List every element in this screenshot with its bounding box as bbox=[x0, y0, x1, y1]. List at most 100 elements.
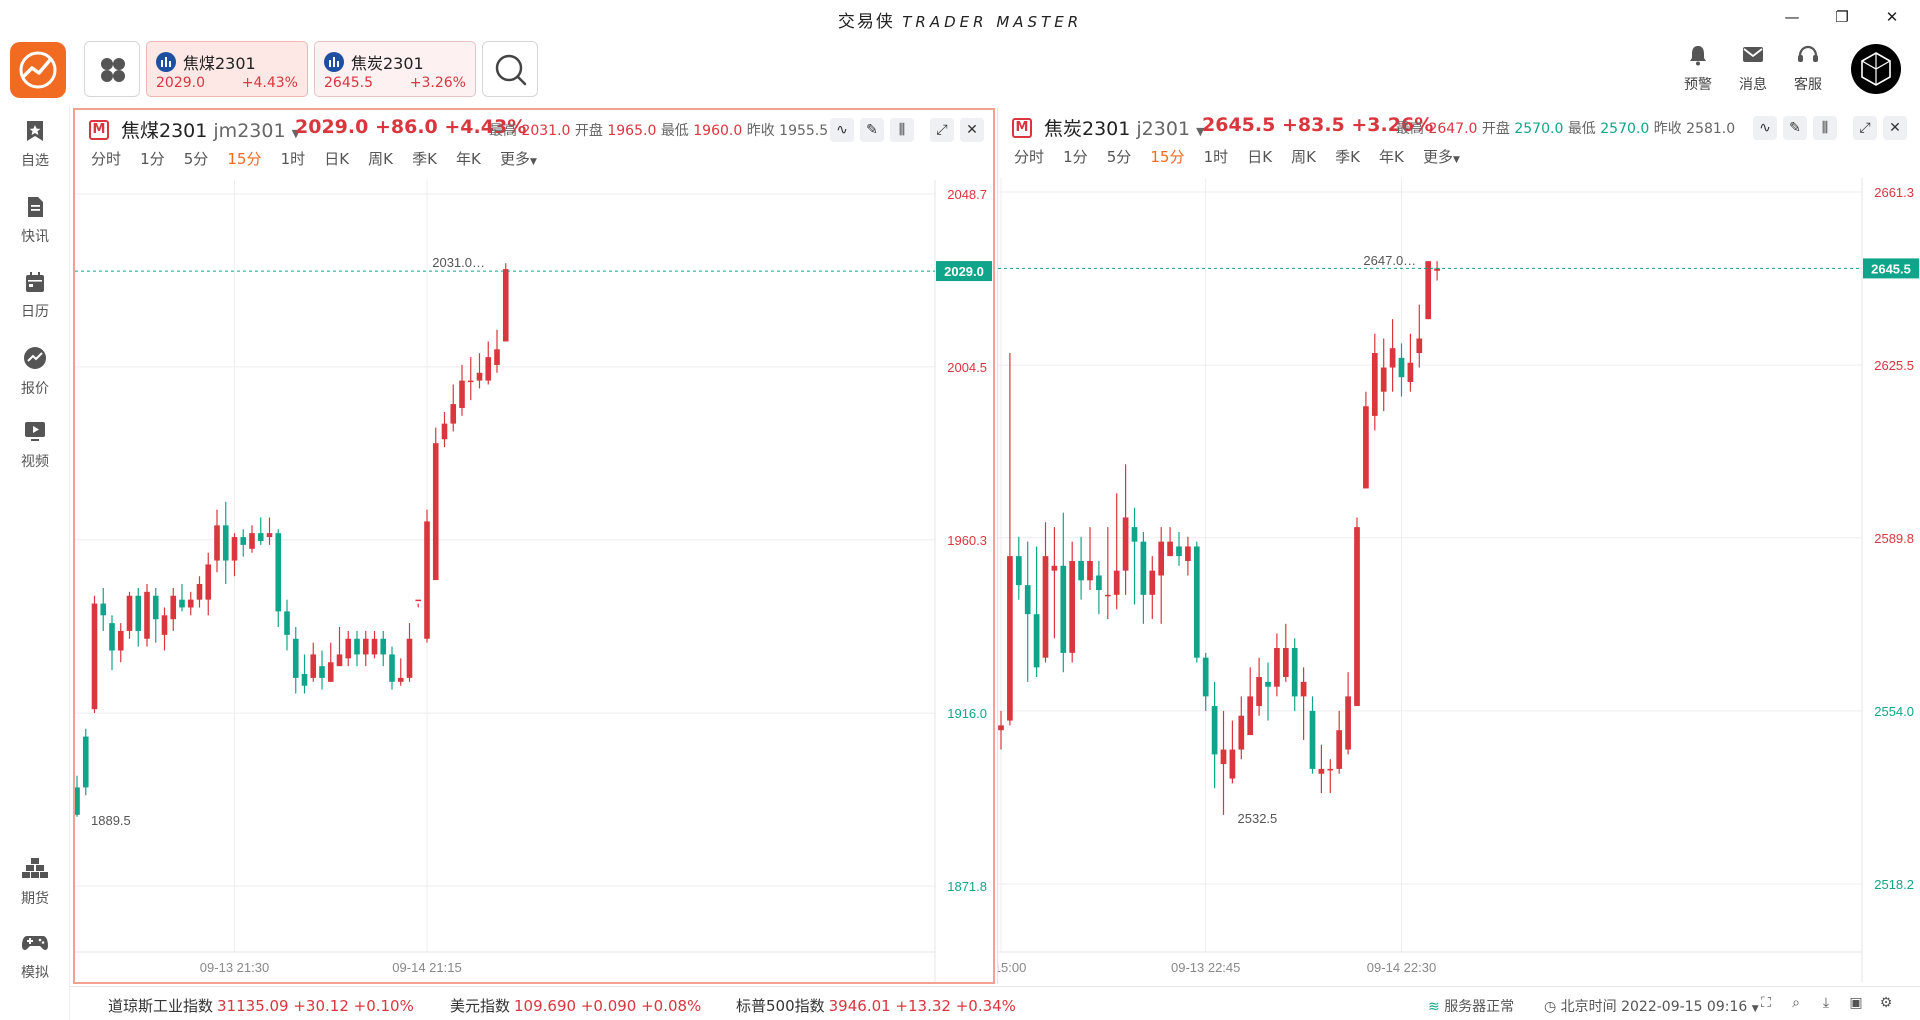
mail-icon bbox=[1743, 47, 1763, 62]
candle-body bbox=[1140, 541, 1147, 595]
candlestick-chart[interactable]: 2645.5 2661.3 2625.5 2589.8 2554.0 2518.2 09 1… bbox=[998, 178, 1920, 982]
index-ticker-dxy[interactable]: 美元指数 109.690 +0.090 +0.08% bbox=[450, 995, 701, 1016]
candle-style-button[interactable]: ⫼ bbox=[890, 118, 914, 142]
candlestick-chart[interactable]: 2029.0 2048.7 2004.5 1960.3 1916.0 1871.8 09-1… bbox=[75, 180, 993, 982]
sidebar-item-watchlist[interactable]: 自选 bbox=[0, 120, 70, 170]
candle-style-button[interactable]: ⫼ bbox=[1813, 116, 1837, 140]
draw-button[interactable]: ✎ bbox=[860, 118, 884, 142]
x-tick-label: 09-14 22:30 bbox=[1367, 960, 1436, 975]
candle-body bbox=[82, 736, 89, 788]
sidebar-item-video[interactable]: 视频 bbox=[0, 421, 70, 471]
period-tab[interactable]: 季K bbox=[1335, 148, 1360, 166]
period-tab[interactable]: 周K bbox=[1291, 148, 1316, 166]
candle-body bbox=[1113, 570, 1120, 595]
more-periods[interactable]: 更多▼ bbox=[500, 148, 537, 169]
app-logo[interactable] bbox=[10, 42, 66, 98]
candle-body bbox=[1015, 556, 1022, 586]
clock[interactable]: ◷ 北京时间 2022-09-15 09:16 ▼ bbox=[1544, 996, 1759, 1016]
candle-body bbox=[1087, 560, 1093, 581]
candle-body bbox=[1389, 348, 1396, 368]
period-tab[interactable]: 季K bbox=[412, 150, 437, 168]
settings-icon[interactable]: ⚙ bbox=[1879, 995, 1893, 1011]
index-ticker-spx[interactable]: 标普500指数 3946.01 +13.32 +0.34% bbox=[736, 995, 1016, 1016]
period-tab[interactable]: 1分 bbox=[1063, 148, 1088, 166]
candles-icon: ⫼ bbox=[898, 122, 906, 138]
download-icon[interactable]: ⤓ bbox=[1822, 995, 1830, 1011]
candle-body bbox=[161, 615, 168, 635]
sidebar-item-quotes[interactable]: 报价 bbox=[0, 346, 70, 398]
sidebar-item-futures[interactable]: 期货 bbox=[0, 856, 70, 908]
pen-icon: ✎ bbox=[1789, 120, 1801, 136]
close-panel-button[interactable]: ✕ bbox=[960, 118, 984, 142]
price-stats: 最高 2647.0 开盘 2570.0 最低 2570.0 昨收 2581.0 bbox=[1396, 118, 1735, 138]
sidebar-item-label: 日历 bbox=[21, 304, 49, 320]
index-ticker-dji[interactable]: 道琼斯工业指数 31135.09 +30.12 +0.10% bbox=[108, 995, 414, 1016]
period-tab[interactable]: 日K bbox=[1247, 148, 1273, 166]
candle-body bbox=[1247, 696, 1254, 736]
price-change-pct: +4.43% bbox=[444, 116, 527, 138]
indicator-button[interactable]: ∿ bbox=[1753, 116, 1777, 140]
period-selector: 分时 1分 5分 15分 1时 日K 周K 季K 年K 更多▼ bbox=[1014, 146, 1474, 168]
support-button[interactable]: 客服 bbox=[1786, 44, 1830, 94]
chevron-down-icon: ▼ bbox=[1196, 125, 1205, 138]
candle-body bbox=[441, 423, 448, 440]
price-change: +86.0 bbox=[374, 116, 438, 138]
period-tab[interactable]: 5分 bbox=[183, 150, 209, 168]
tab-j2301[interactable]: 焦炭2301 2645.5 +3.26% bbox=[314, 41, 476, 97]
expand-icon: ⤢ bbox=[1859, 120, 1871, 136]
more-periods[interactable]: 更多▼ bbox=[1423, 146, 1460, 167]
market-badge: M bbox=[89, 120, 109, 140]
indicator-button[interactable]: ∿ bbox=[830, 118, 854, 142]
candle-body bbox=[432, 443, 439, 581]
period-tab[interactable]: 周K bbox=[368, 150, 393, 168]
candle-body bbox=[1291, 648, 1298, 697]
period-tab[interactable]: 分时 bbox=[91, 150, 122, 168]
polyhedron-logo-icon bbox=[1861, 52, 1891, 86]
contract-title[interactable]: 焦炭2301 j2301 ▼ bbox=[1044, 114, 1205, 141]
period-tab[interactable]: 日K bbox=[324, 150, 350, 168]
index-name: 美元指数 bbox=[450, 997, 511, 1015]
max-price-label: 2647.0… bbox=[1363, 253, 1416, 268]
alert-button[interactable]: 预警 bbox=[1676, 44, 1720, 94]
candle-body bbox=[998, 725, 1004, 731]
candle-body bbox=[397, 677, 404, 682]
close-window-button[interactable]: ✕ bbox=[1885, 8, 1899, 26]
period-tab-active[interactable]: 15分 bbox=[227, 150, 262, 168]
low-value: 2570.0 bbox=[1600, 121, 1650, 137]
messages-button[interactable]: 消息 bbox=[1731, 44, 1775, 94]
search-button[interactable] bbox=[482, 41, 538, 97]
market-badge: M bbox=[1012, 118, 1032, 138]
period-tab[interactable]: 1时 bbox=[280, 150, 306, 168]
avatar[interactable] bbox=[1851, 44, 1901, 94]
sidebar-item-simulation[interactable]: 模拟 bbox=[0, 932, 70, 982]
period-tab[interactable]: 分时 bbox=[1014, 148, 1045, 166]
restore-button[interactable]: ❐ bbox=[1835, 8, 1849, 26]
clock-text: 北京时间 2022-09-15 09:16 bbox=[1560, 999, 1748, 1015]
minimize-button[interactable]: — bbox=[1784, 8, 1800, 26]
attachment-icon[interactable]: ⌕ bbox=[1792, 995, 1800, 1011]
apps-menu-button[interactable] bbox=[84, 41, 140, 97]
period-tab[interactable]: 1分 bbox=[140, 150, 165, 168]
period-tab[interactable]: 1时 bbox=[1203, 148, 1229, 166]
open-value: 1965.0 bbox=[607, 123, 657, 139]
period-tab[interactable]: 5分 bbox=[1106, 148, 1132, 166]
star-bookmark-icon bbox=[27, 121, 43, 141]
period-tab-active[interactable]: 15分 bbox=[1150, 148, 1185, 166]
last-price-tag bbox=[936, 261, 992, 282]
contract-title[interactable]: 焦煤2301 jm2301 ▼ bbox=[121, 116, 300, 143]
close-panel-button[interactable]: ✕ bbox=[1883, 116, 1907, 140]
draw-button[interactable]: ✎ bbox=[1783, 116, 1807, 140]
sidebar-item-news[interactable]: 快讯 bbox=[0, 196, 70, 246]
period-tab[interactable]: 年K bbox=[456, 150, 481, 168]
tab-jm2301[interactable]: 焦煤2301 2029.0 +4.43% bbox=[146, 41, 308, 97]
expand-button[interactable]: ⤢ bbox=[930, 118, 954, 142]
screenshot-icon[interactable]: ⛶ bbox=[1761, 995, 1771, 1011]
expand-button[interactable]: ⤢ bbox=[1853, 116, 1877, 140]
period-tab[interactable]: 年K bbox=[1379, 148, 1404, 166]
candle-body bbox=[1042, 556, 1049, 658]
camera-icon[interactable]: ▣ bbox=[1849, 995, 1863, 1011]
sidebar-item-calendar[interactable]: 日历 bbox=[0, 271, 70, 321]
candle-body bbox=[231, 537, 238, 561]
video-icon bbox=[25, 422, 45, 441]
candle-body bbox=[1327, 768, 1334, 771]
